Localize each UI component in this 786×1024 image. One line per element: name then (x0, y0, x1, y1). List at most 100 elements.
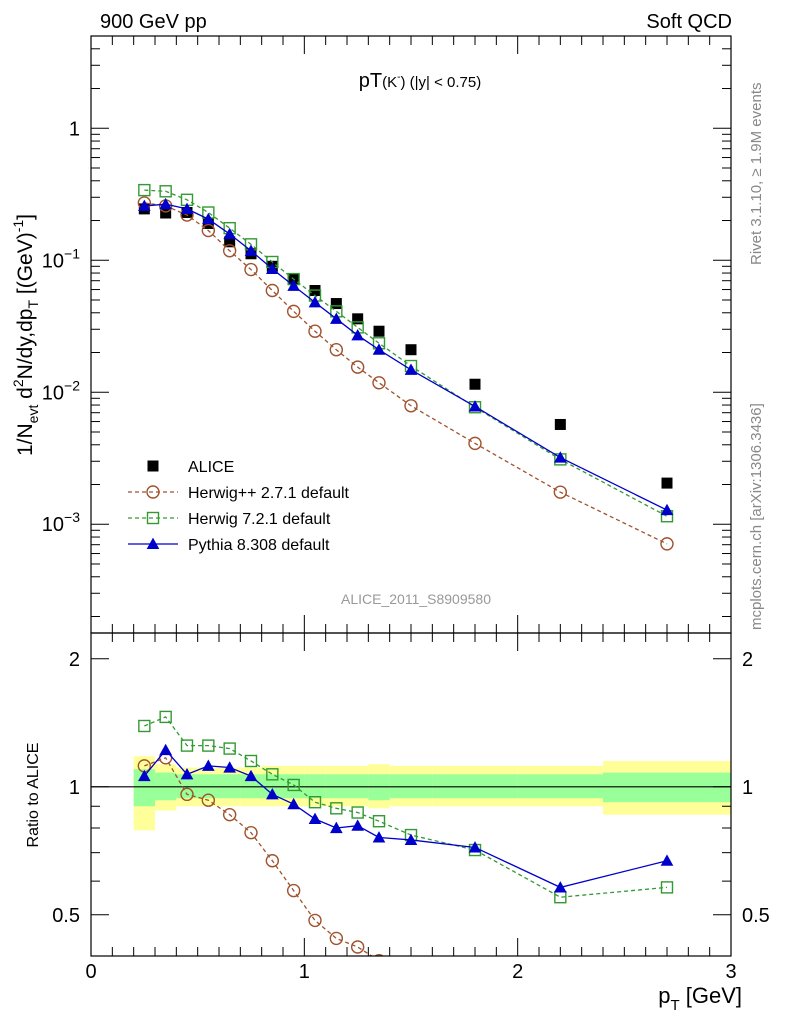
ratio-herwig-2-7-1-default-point (222, 807, 237, 822)
legend-label: Herwig 7.2.1 default (188, 511, 331, 528)
main-pythia-8-308-default-point (351, 328, 364, 341)
main-axis-ticks: 1 10−1 10−2 10−3 (42, 35, 732, 633)
xlabel-sub: T (670, 997, 679, 1014)
title-paren: (K (382, 74, 397, 91)
ratio-herwig-7-2-1-default-point (138, 719, 151, 733)
x-axis-label: pT [GeV] (658, 983, 742, 1014)
ratio-pythia-8-308-default-point (372, 831, 386, 843)
title-main: pT (359, 70, 382, 92)
ratio-pythia-8-308-default-point (266, 788, 279, 800)
ylabel-part-e: ] (14, 214, 37, 220)
legend-marker (146, 537, 160, 550)
title-tail: ) (|y| < 0.75) (400, 74, 481, 91)
ratio-pythia-8-308-default-point (180, 767, 194, 780)
main-alice-point (405, 344, 417, 356)
ratio-axis-ticks: 0.5 0.5 1 1 2 2 0 1 2 3 (52, 633, 770, 983)
xlabel-unit: [GeV] (680, 983, 742, 1008)
ratio-herwig-7-2-1-default-point (660, 881, 674, 894)
main-pythia-8-308-default-point (202, 212, 215, 225)
main-pythia-8-308-default-point (244, 244, 258, 256)
x-tick-label: 3 (725, 961, 736, 983)
ratio-herwig-2-7-1-default-point (374, 953, 384, 956)
main-pythia-8-308-default-point (223, 227, 236, 240)
ylabel-sup-minus1: -1 (10, 220, 26, 233)
main-herwig-2-7-1-default-point (329, 343, 344, 357)
main-pythia-8-308-default-point (660, 503, 674, 516)
ratio-y-tick-label-left: 1 (69, 777, 80, 799)
main-alice-point (330, 298, 342, 310)
x-tick-label: 1 (299, 961, 310, 983)
ratio-pythia-8-308-default-point (287, 797, 300, 810)
main-alice-point (224, 236, 236, 248)
ratio-pythia-8-308-default-point (159, 743, 172, 756)
main-herwig-2-7-1-default-point (244, 262, 258, 277)
header-right: Soft QCD (646, 11, 732, 33)
main-pythia-8-308-default-point (372, 343, 386, 355)
ratio-herwig-7-2-1-default-point (159, 710, 172, 724)
main-pythia-8-308-default-point (180, 202, 194, 214)
ratio-herwig-7-2-1-default-point (223, 742, 236, 755)
main-herwig-2-7-1-default-point (308, 324, 322, 338)
main-herwig-2-7-1-default-point (404, 399, 418, 413)
ratio-pythia-8-308-default-point (202, 759, 215, 771)
main-alice-point (661, 477, 673, 489)
ylabel-part-b: d (14, 387, 37, 405)
ratio-pythia-8-308-default-point (351, 819, 364, 831)
main-alice-point (554, 418, 566, 430)
main-panel-frame (90, 35, 732, 634)
main-herwig-2-7-1-default-point (372, 376, 386, 390)
ratio-series (137, 710, 674, 956)
ratio-pythia-8-308-default-point (223, 761, 236, 773)
main-y-tick-label: 1 (69, 118, 80, 140)
main-herwig-7-2-1-default-line (144, 189, 668, 517)
main-plot-title: pT(K-) (|y| < 0.75) (359, 70, 481, 92)
ratio-herwig-2-7-1-default-line (144, 757, 373, 956)
ratio-pythia-8-308-default-point (244, 769, 258, 782)
main-pythia-8-308-default-point (468, 400, 482, 412)
main-pythia-8-308-default-point (308, 296, 322, 308)
main-herwig-2-7-1-default-point (286, 304, 301, 319)
main-herwig-2-7-1-default-line (144, 202, 668, 545)
ratio-herwig-7-2-1-default-line (144, 716, 668, 898)
ratio-herwig-7-2-1-default-point (330, 802, 343, 815)
ylabel-sub-t: T (25, 300, 41, 309)
ylabel-sup-2: 2 (10, 379, 26, 387)
ratio-herwig-2-7-1-default-point (350, 940, 365, 954)
main-herwig-7-2-1-default-point (159, 185, 172, 198)
main-pythia-8-308-default-point (266, 262, 279, 274)
ratio-y-tick-label-right: 0.5 (742, 905, 770, 927)
ratio-y-tick-label-right: 2 (742, 649, 753, 671)
legend-label: Herwig++ 2.7.1 default (188, 485, 350, 502)
legend-marker (146, 511, 160, 525)
main-herwig-2-7-1-default-point (201, 223, 216, 238)
main-pythia-8-308-default-point (159, 197, 172, 210)
main-herwig-2-7-1-default-point (350, 360, 365, 374)
main-pythia-8-308-default-point (404, 363, 418, 375)
ratio-herwig-2-7-1-default-point (265, 854, 280, 868)
ratio-herwig-7-2-1-default-point (308, 795, 322, 809)
main-y-axis-label: 1/Nevt d2N/dy,dpT [(GeV)-1] (10, 214, 41, 456)
ratio-herwig-7-2-1-default-point (266, 768, 279, 781)
ratio-herwig-2-7-1-default-point (201, 793, 216, 807)
main-y-tick-label: 10−2 (42, 377, 80, 404)
ratio-herwig-2-7-1-default-point (286, 883, 301, 898)
ratio-herwig-2-7-1-default-point (180, 787, 194, 802)
main-panel: 1 10−1 10−2 10−3 pT(K-) (|y| < 0.75) 1/Nevt… (10, 35, 732, 634)
main-alice-point (160, 207, 172, 219)
main-y-tick-label: 10−1 (42, 245, 80, 272)
ratio-herwig-2-7-1-default-point (244, 825, 258, 840)
ylabel-part-a: 1/N (14, 423, 37, 456)
ratio-pythia-8-308-default-point (404, 833, 418, 845)
xlabel-base: p (658, 983, 670, 1008)
ratio-herwig-2-7-1-default-point (308, 913, 322, 928)
legend-label: Pythia 8.308 default (188, 537, 330, 554)
main-alice-point (469, 378, 481, 390)
analysis-id-label: ALICE_2011_S8909580 (341, 591, 491, 607)
ratio-y-tick-label-right: 1 (742, 777, 753, 799)
ylabel-sub-evt: evt (25, 405, 41, 424)
x-tick-label: 2 (512, 961, 523, 983)
header-left: 900 GeV pp (100, 11, 207, 33)
x-tick-label: 0 (85, 961, 96, 983)
rivet-version-text: Rivet 3.1.10, ≥ 1.9M events (748, 83, 765, 266)
